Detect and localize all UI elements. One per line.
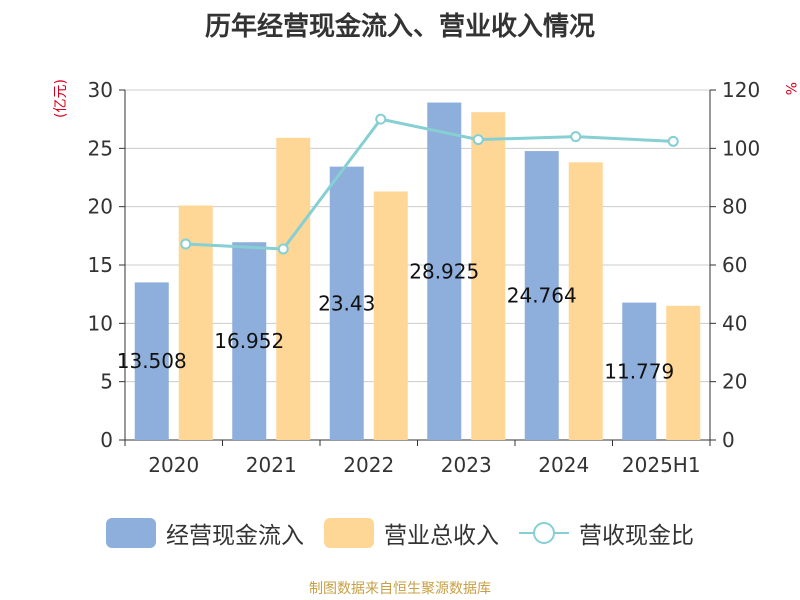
data-label-cash-inflow: 16.952 [214, 329, 284, 353]
x-axis-tick-label: 2022 [343, 453, 394, 477]
left-axis-tick-label: 30 [88, 78, 113, 102]
left-axis-tick-label: 0 [100, 428, 113, 452]
legend-swatch-ratio [519, 518, 569, 548]
legend-swatch-cash-inflow [106, 518, 156, 548]
data-label-cash-inflow: 24.764 [507, 284, 577, 308]
legend-item-ratio[interactable]: 营收现金比 [519, 516, 694, 550]
right-axis-tick-label: 40 [722, 311, 747, 335]
bar-revenue [666, 305, 701, 440]
bar-revenue [471, 112, 506, 441]
x-axis-tick-label: 2021 [246, 453, 297, 477]
data-label-cash-inflow: 23.43 [318, 291, 375, 315]
left-axis-tick-label: 5 [100, 370, 113, 394]
bar-cash-inflow [329, 166, 364, 440]
ratio-point [277, 243, 289, 255]
legend: 经营现金流入 营业总收入 营收现金比 [0, 516, 800, 550]
right-axis-tick-label: 100 [722, 136, 760, 160]
right-axis-tick-label: 80 [722, 195, 747, 219]
ratio-point [180, 238, 192, 250]
bar-cash-inflow [524, 151, 559, 440]
data-label-cash-inflow: 11.779 [604, 359, 674, 383]
data-label-cash-inflow: 13.508 [117, 349, 187, 373]
x-axis-tick-label: 2024 [538, 453, 589, 477]
right-axis-tick-label: 20 [722, 370, 747, 394]
right-axis-tick-label: 120 [722, 78, 760, 102]
bar-cash-inflow [427, 102, 462, 441]
ratio-point [472, 134, 484, 146]
ratio-line [185, 117, 674, 251]
bar-cash-inflow [134, 282, 169, 440]
legend-swatch-revenue [324, 518, 374, 548]
legend-item-cash-inflow[interactable]: 经营现金流入 [106, 516, 304, 550]
right-axis-tick-label: 60 [722, 253, 747, 277]
legend-label-revenue: 营业总收入 [384, 523, 499, 549]
bar-revenue [276, 137, 311, 441]
x-axis-tick-label: 2025H1 [622, 453, 701, 477]
left-axis-tick-label: 15 [88, 253, 113, 277]
x-axis-tick-label: 2020 [148, 453, 199, 477]
source-note: 制图数据来自恒生聚源数据库 [309, 581, 491, 597]
bar-revenue [568, 162, 603, 441]
legend-label-ratio: 营收现金比 [579, 523, 694, 549]
x-axis-tick-label: 2023 [441, 453, 492, 477]
right-axis-tick-label: 0 [722, 428, 735, 452]
bar-cash-inflow [232, 242, 267, 440]
ratio-point [667, 135, 679, 147]
chart-title: 历年经营现金流入、营业收入情况 [204, 12, 595, 42]
legend-item-revenue[interactable]: 营业总收入 [324, 516, 499, 550]
data-label-cash-inflow: 28.925 [409, 259, 479, 283]
left-axis-tick-label: 25 [88, 136, 113, 160]
bar-cash-inflow [622, 302, 657, 440]
left-axis-tick-label: 10 [88, 311, 113, 335]
legend-label-cash-inflow: 经营现金流入 [166, 523, 304, 549]
ratio-point [570, 131, 582, 143]
bar-revenue [373, 191, 408, 440]
left-axis-tick-label: 20 [88, 195, 113, 219]
ratio-point [375, 113, 387, 125]
